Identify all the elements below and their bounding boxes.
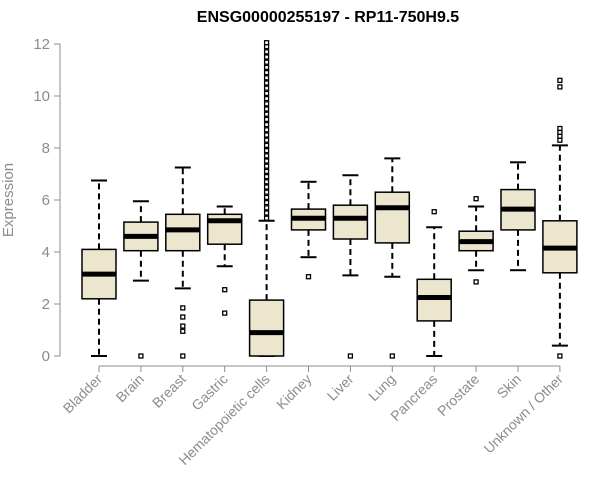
outlier-point xyxy=(263,215,270,221)
outlier-point xyxy=(263,95,270,102)
box-iqr xyxy=(165,213,201,252)
outlier-point xyxy=(263,137,270,143)
outlier-point xyxy=(180,353,186,359)
outlier-point xyxy=(180,305,186,311)
outlier-point xyxy=(263,189,270,195)
chart-title: ENSG00000255197 - RP11-750H9.5 xyxy=(197,9,460,26)
outlier-point xyxy=(263,121,270,128)
box-group xyxy=(123,200,159,359)
outlier-point xyxy=(431,209,437,215)
outlier-point xyxy=(263,40,270,46)
box-group xyxy=(290,180,327,280)
y-tick-label: 2 xyxy=(42,296,50,313)
box-group xyxy=(542,77,578,359)
outlier-point xyxy=(557,84,563,90)
outlier-point xyxy=(263,127,270,133)
outlier-point xyxy=(263,210,270,216)
outlier-point xyxy=(557,353,563,359)
box-group xyxy=(81,179,117,357)
outlier-point xyxy=(263,194,270,201)
outlier-point xyxy=(263,59,270,65)
outlier-point xyxy=(263,184,270,190)
y-tick-label: 8 xyxy=(42,140,50,157)
box-group xyxy=(165,166,201,359)
y-tick-label: 12 xyxy=(33,36,50,53)
outlier-point xyxy=(263,90,270,97)
outlier-point xyxy=(557,77,563,84)
y-tick-label: 6 xyxy=(42,192,50,209)
outlier-point xyxy=(263,163,270,169)
y-axis: 0 2 4 6 8 10 12 xyxy=(33,36,61,365)
outlier-point xyxy=(473,279,479,285)
outlier-point xyxy=(138,353,144,359)
outlier-point xyxy=(263,49,270,55)
outlier-point xyxy=(263,54,270,60)
x-tick-label: Bladder xyxy=(60,371,106,417)
box-group xyxy=(332,174,369,359)
outlier-point xyxy=(305,274,312,280)
y-tick-label: 0 xyxy=(42,348,50,365)
outlier-point xyxy=(263,111,270,117)
box-iqr xyxy=(416,278,452,322)
outlier-point xyxy=(263,64,270,71)
x-tick-label: Prostate xyxy=(434,371,482,419)
outlier-point xyxy=(180,328,186,334)
outlier-point xyxy=(557,125,563,132)
y-tick-label: 10 xyxy=(33,88,50,105)
box-iqr xyxy=(332,204,369,240)
box-iqr xyxy=(374,191,411,244)
outlier-point xyxy=(263,69,270,76)
outlier-point xyxy=(263,147,270,154)
box-group xyxy=(416,209,452,357)
outlier-point xyxy=(180,314,186,320)
outlier-point xyxy=(263,132,270,138)
outlier-point xyxy=(263,101,270,107)
x-tick-label: Unknown / Other xyxy=(480,371,566,457)
outlier-point xyxy=(263,205,270,211)
outlier-point xyxy=(263,80,270,86)
outlier-point xyxy=(473,196,479,202)
x-tick-label: Liver xyxy=(324,371,357,404)
outlier-point xyxy=(263,153,270,159)
x-tick-label: Kidney xyxy=(273,371,315,413)
outlier-point xyxy=(263,116,270,123)
outlier-point xyxy=(263,142,270,149)
box-group xyxy=(206,205,243,316)
outlier-point xyxy=(263,179,270,185)
box-group xyxy=(500,161,536,272)
outlier-point xyxy=(263,85,270,91)
outlier-point xyxy=(347,353,354,359)
outlier-point xyxy=(263,173,270,180)
outlier-point xyxy=(263,199,270,206)
x-tick-label: Breast xyxy=(149,371,189,411)
outlier-point xyxy=(180,323,186,329)
box-group xyxy=(458,196,494,285)
outlier-point xyxy=(222,287,228,293)
x-tick-label: Lung xyxy=(365,371,398,404)
box-iqr xyxy=(248,299,285,357)
y-axis-label: Expression xyxy=(0,163,17,237)
x-tick-label: Skin xyxy=(494,371,525,402)
x-tick-label: Brain xyxy=(113,371,147,405)
outlier-point xyxy=(263,158,270,164)
y-tick-label: 4 xyxy=(42,244,50,261)
outlier-point xyxy=(263,75,270,81)
box-group xyxy=(248,40,285,357)
outlier-point xyxy=(263,106,270,112)
box-group xyxy=(374,157,411,359)
boxes-group xyxy=(81,40,578,359)
x-tick-label: Pancreas xyxy=(387,371,440,424)
outlier-point xyxy=(263,168,270,175)
outlier-point xyxy=(222,310,228,316)
outlier-point xyxy=(389,353,395,359)
